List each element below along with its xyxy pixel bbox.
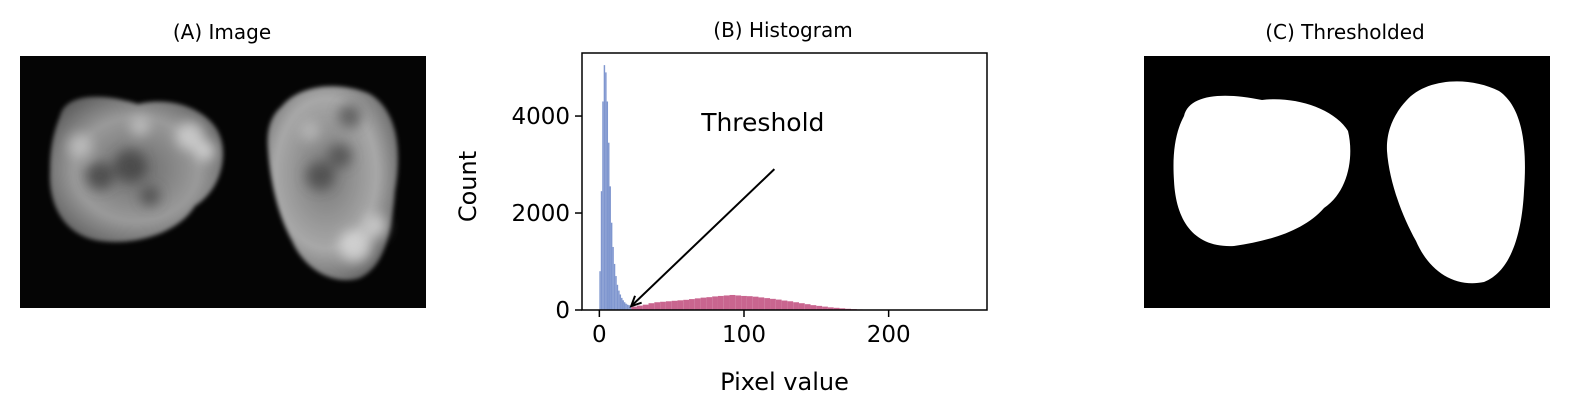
histogram-bar: [602, 101, 604, 310]
histogram-bar: [810, 305, 817, 310]
histogram-bar: [626, 304, 629, 310]
histogram-bar: [798, 303, 805, 310]
plot-frame: [581, 52, 988, 311]
histogram-bar: [694, 298, 701, 310]
image-panel-title: (A) Image: [172, 20, 272, 44]
histogram-bar: [621, 297, 623, 310]
histogram-bar: [723, 295, 730, 310]
histogram-bar: [822, 306, 828, 310]
histogram-bar: [758, 297, 765, 310]
histogram-bar: [609, 186, 611, 310]
histogram-bar: [671, 300, 678, 310]
histogram-bar: [631, 306, 637, 310]
histogram-bar: [665, 301, 672, 310]
histogram-bar: [613, 263, 616, 310]
histogram-bar: [654, 302, 661, 310]
threshold-label: Threshold: [700, 108, 824, 137]
histogram-bar: [804, 304, 811, 310]
histogram-bar: [648, 303, 655, 310]
histogram-bar: [623, 302, 626, 310]
mask-blob-left: [1173, 95, 1351, 247]
histogram-bar: [619, 294, 622, 310]
histogram-bar: [605, 72, 607, 310]
histogram-bar: [636, 305, 643, 310]
x-tick-label: 100: [722, 322, 766, 348]
histogram-bars: [599, 65, 880, 310]
thresholded-mask-graphic: [1144, 56, 1550, 308]
histogram-bar: [660, 301, 666, 310]
threshold-arrow-head: [629, 295, 642, 308]
x-tick-label: 0: [592, 322, 607, 348]
histogram-bar: [775, 299, 782, 310]
histogram-bar: [599, 271, 601, 310]
histogram-bar: [600, 191, 603, 310]
histogram-bar: [622, 300, 624, 310]
histogram-bar: [628, 305, 630, 310]
histogram-bar: [741, 295, 747, 310]
histogram-bar: [717, 295, 724, 310]
nucleus-texture: [68, 104, 387, 262]
histogram-bar: [610, 222, 613, 310]
y-tick-label: 0: [555, 298, 570, 324]
x-axis-label: Pixel value: [720, 368, 849, 396]
threshold-arrow-line: [630, 168, 776, 307]
y-axis-label: Count: [454, 151, 482, 222]
histogram-bar: [787, 301, 794, 310]
y-tick-label: 4000: [511, 104, 570, 130]
histogram-bar: [839, 308, 846, 310]
nuclei-image-graphic: [20, 56, 426, 308]
histogram-bar: [770, 298, 776, 310]
histogram-bar: [752, 296, 759, 310]
histogram-bar: [700, 297, 707, 310]
histogram-bar: [615, 276, 617, 310]
histogram-bar: [629, 305, 632, 310]
histogram-bar: [689, 299, 695, 310]
histogram-bar: [781, 300, 788, 310]
thresholded-panel-title: (C) Thresholded: [1265, 20, 1425, 44]
histogram-bar: [833, 307, 840, 310]
mask-blob-right: [1386, 81, 1525, 284]
histogram-bar: [625, 303, 627, 310]
histogram-bar: [677, 300, 684, 310]
histogram-bar: [827, 307, 834, 310]
histogram-bar: [603, 65, 606, 310]
histogram-bar: [606, 101, 609, 310]
histogram-bar: [793, 302, 799, 310]
threshold-annotation: Threshold: [629, 108, 824, 308]
histogram-bar: [729, 294, 736, 310]
histogram-bar: [612, 246, 614, 310]
histogram-bar: [712, 296, 718, 310]
histogram-bar: [764, 298, 771, 310]
histogram-bar: [608, 142, 610, 310]
histogram-bar: [618, 290, 620, 310]
histogram-bar: [616, 284, 619, 310]
histogram-bar: [735, 295, 742, 310]
histogram-bar: [642, 304, 649, 310]
histogram-bar: [746, 296, 753, 310]
y-tick-label: 2000: [511, 201, 570, 227]
histogram-panel-title: (B) Histogram: [713, 18, 853, 42]
x-tick-label: 200: [867, 322, 911, 348]
nuclei-image: [20, 56, 426, 308]
histogram-bar: [816, 305, 823, 310]
histogram-bar: [706, 297, 713, 310]
thresholded-mask: [1144, 56, 1550, 308]
histogram-bar: [683, 299, 690, 310]
